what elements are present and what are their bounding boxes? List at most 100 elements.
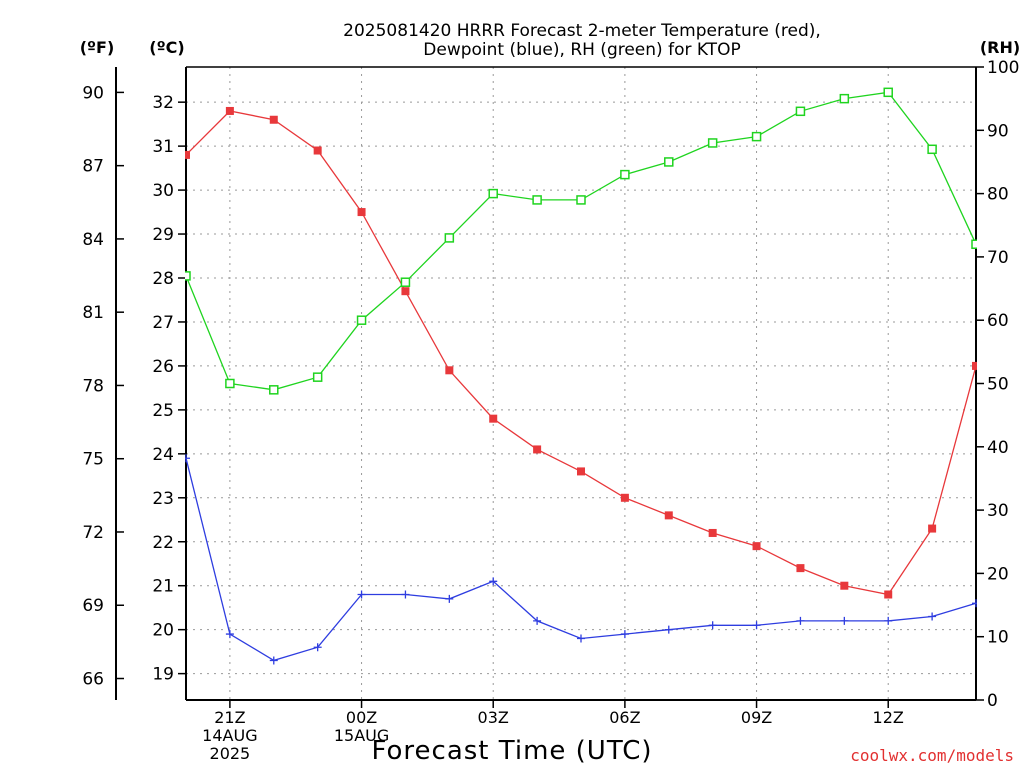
dewpoint-point bbox=[269, 656, 278, 665]
temperature-point bbox=[840, 581, 849, 590]
rh-point bbox=[400, 277, 411, 287]
temperature-point bbox=[489, 414, 498, 423]
temperature-point bbox=[620, 493, 629, 502]
rh-point bbox=[795, 106, 806, 117]
dewpoint-point bbox=[533, 616, 542, 625]
temperature-point bbox=[533, 445, 542, 454]
dewpoint-point bbox=[664, 625, 673, 634]
celsius-tick-label: 32 bbox=[152, 93, 174, 113]
celsius-tick-label: 30 bbox=[152, 181, 174, 201]
x-tick-label: 00Z bbox=[346, 708, 377, 727]
dewpoint-point bbox=[401, 590, 410, 599]
x-tick-date-label: 14AUG bbox=[202, 726, 257, 745]
rh-point bbox=[664, 157, 674, 167]
x-axis-label: Forecast Time (UTC) bbox=[371, 736, 652, 766]
rh-tick-label: 90 bbox=[987, 121, 1009, 141]
temperature-point bbox=[972, 361, 977, 370]
chart-title-line-2: Dewpoint (blue), RH (green) for KTOP bbox=[423, 40, 740, 60]
chart-title-line-1: 2025081420 HRRR Forecast 2-meter Tempera… bbox=[343, 21, 821, 41]
rh-series-line bbox=[185, 91, 977, 391]
celsius-tick-label: 27 bbox=[152, 313, 174, 333]
temperature-point bbox=[884, 590, 893, 599]
dewpoint-point bbox=[972, 599, 977, 608]
rh-point bbox=[185, 271, 191, 281]
dewpoint-point bbox=[796, 616, 805, 625]
rh-tick-label: 70 bbox=[987, 248, 1009, 268]
dewpoint-point bbox=[928, 612, 937, 621]
temperature-series-line bbox=[185, 110, 977, 596]
temperature-point bbox=[357, 208, 366, 217]
x-tick-label: 21Z bbox=[214, 708, 245, 727]
dewpoint-point bbox=[445, 594, 454, 603]
celsius-tick-label: 29 bbox=[152, 225, 174, 245]
celsius-tick-label: 19 bbox=[152, 665, 174, 685]
fahrenheit-tick-label: 69 bbox=[82, 596, 104, 616]
temperature-point bbox=[313, 146, 322, 155]
temperature-point bbox=[269, 115, 278, 124]
temperature-point bbox=[752, 542, 761, 551]
rh-tick-label: 20 bbox=[987, 564, 1009, 584]
temperature-point bbox=[928, 524, 937, 533]
x-tick-label: 09Z bbox=[741, 708, 772, 727]
dewpoint-point bbox=[577, 634, 585, 643]
fahrenheit-axis-label: (ºF) bbox=[80, 38, 115, 57]
celsius-tick-label: 28 bbox=[152, 269, 174, 289]
fahrenheit-tick-label: 66 bbox=[82, 670, 104, 690]
rh-point bbox=[532, 195, 542, 205]
rh-point bbox=[225, 378, 235, 389]
rh-point bbox=[356, 315, 367, 325]
rh-point bbox=[576, 195, 586, 205]
x-tick-label: 06Z bbox=[609, 708, 640, 727]
dewpoint-series-line bbox=[185, 458, 977, 662]
temperature-point bbox=[577, 467, 585, 476]
rh-tick-label: 10 bbox=[987, 628, 1009, 648]
celsius-axis-label: (ºC) bbox=[149, 38, 184, 57]
rh-tick-label: 40 bbox=[987, 438, 1009, 458]
rh-point bbox=[269, 385, 279, 395]
fahrenheit-tick-label: 72 bbox=[82, 523, 104, 543]
x-tick-date-label: 15AUG bbox=[334, 726, 389, 745]
rh-tick-label: 60 bbox=[987, 311, 1009, 331]
rh-point bbox=[751, 131, 762, 142]
rh-tick-label: 0 bbox=[987, 691, 998, 711]
celsius-tick-label: 23 bbox=[152, 489, 174, 509]
series-group bbox=[185, 87, 977, 665]
rh-point bbox=[312, 372, 323, 382]
fahrenheit-tick-label: 87 bbox=[82, 157, 104, 177]
temperature-point bbox=[664, 511, 673, 520]
celsius-tick-label: 21 bbox=[152, 577, 174, 597]
dewpoint-point bbox=[752, 621, 761, 630]
rh-point bbox=[971, 239, 977, 249]
rh-point bbox=[927, 144, 937, 155]
dewpoint-point bbox=[708, 621, 717, 630]
celsius-tick-label: 20 bbox=[152, 621, 174, 641]
fahrenheit-tick-label: 81 bbox=[82, 303, 104, 323]
grid-lines bbox=[186, 67, 976, 700]
rh-point bbox=[883, 87, 893, 98]
rh-tick-label: 50 bbox=[987, 375, 1009, 395]
temperature-point bbox=[401, 287, 410, 296]
celsius-tick-label: 22 bbox=[152, 533, 174, 553]
rh-axis-label: (RH) bbox=[980, 38, 1020, 57]
x-tick-year-label: 2025 bbox=[210, 744, 251, 763]
rh-point bbox=[620, 169, 630, 180]
temperature-point bbox=[225, 106, 234, 115]
celsius-tick-label: 24 bbox=[152, 445, 174, 465]
rh-tick-label: 100 bbox=[987, 58, 1019, 78]
celsius-tick-label: 25 bbox=[152, 401, 174, 421]
rh-point bbox=[839, 93, 850, 104]
dewpoint-point bbox=[489, 577, 498, 586]
dewpoint-point bbox=[185, 454, 190, 463]
rh-point bbox=[707, 138, 718, 148]
dewpoint-point bbox=[620, 630, 629, 639]
temperature-point bbox=[445, 366, 454, 375]
dewpoint-point bbox=[884, 616, 893, 625]
fahrenheit-tick-label: 84 bbox=[82, 230, 104, 250]
dewpoint-point bbox=[313, 643, 322, 652]
celsius-tick-label: 31 bbox=[152, 137, 174, 157]
temperature-point bbox=[796, 564, 805, 573]
celsius-tick-label: 26 bbox=[152, 357, 174, 377]
temperature-point bbox=[185, 150, 190, 159]
fahrenheit-tick-label: 75 bbox=[82, 450, 104, 470]
rh-tick-label: 80 bbox=[987, 185, 1009, 205]
